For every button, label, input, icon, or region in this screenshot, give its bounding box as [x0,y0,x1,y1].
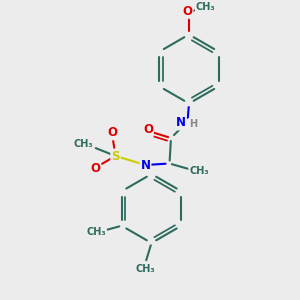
Text: CH₃: CH₃ [196,2,215,13]
Text: N: N [140,158,151,172]
Text: S: S [111,149,120,163]
Text: O: O [107,126,118,140]
Text: H: H [189,119,197,129]
Text: CH₃: CH₃ [74,139,93,149]
Text: CH₃: CH₃ [86,227,106,237]
Text: CH₃: CH₃ [136,263,155,274]
Text: O: O [143,123,153,136]
Text: N: N [176,116,186,130]
Text: CH₃: CH₃ [189,166,209,176]
Text: O: O [182,5,193,18]
Text: O: O [90,161,100,175]
